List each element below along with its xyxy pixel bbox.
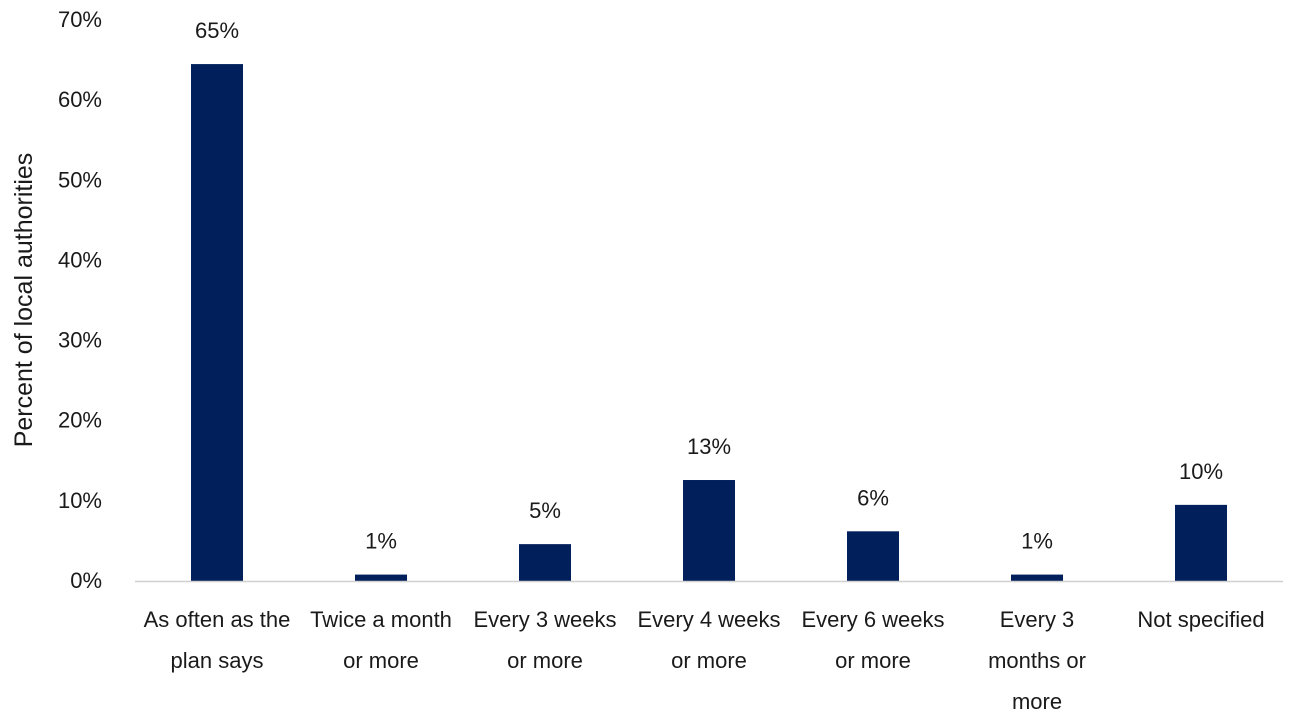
y-tick-label: 20% [58, 408, 102, 433]
y-tick-label: 30% [58, 328, 102, 353]
bar [191, 64, 243, 582]
y-tick-label: 60% [58, 87, 102, 112]
category-label-line: Every 4 weeks [637, 607, 780, 632]
y-axis-ticks: 0% 10% 20% 30% 40% 50% 60% 70% [58, 7, 102, 593]
data-label: 5% [529, 498, 561, 523]
bar [355, 574, 407, 581]
category-label-line: or more [835, 648, 911, 673]
category-label-line: or more [343, 648, 419, 673]
category-label: Twice a month or more [310, 607, 452, 673]
data-label: 13% [687, 434, 731, 459]
y-axis-title: Percent of local authorities [10, 153, 38, 448]
bar [519, 544, 571, 581]
y-tick-label: 0% [70, 568, 102, 593]
bar [1175, 504, 1227, 581]
category-label: Every 4 weeks or more [637, 607, 780, 673]
y-tick-label: 10% [58, 488, 102, 513]
category-label-line: Every 6 weeks [801, 607, 944, 632]
category-label-line: or more [507, 648, 583, 673]
category-label: Every 6 weeks or more [801, 607, 944, 673]
category-label-line: more [1012, 689, 1062, 713]
bars [191, 64, 1227, 582]
y-tick-label: 40% [58, 247, 102, 272]
category-label-line: Not specified [1137, 607, 1264, 632]
data-label: 10% [1179, 459, 1223, 484]
category-label: Not specified [1137, 607, 1264, 632]
category-label: Every 3 weeks or more [473, 607, 616, 673]
y-axis-title-group: Percent of local authorities [10, 153, 38, 448]
data-label: 1% [1021, 529, 1053, 554]
category-label-line: Every 3 [1000, 607, 1075, 632]
data-label: 6% [857, 485, 889, 510]
category-label-line: or more [671, 648, 747, 673]
data-labels: 65% 1% 5% 13% 6% 1% 10% [195, 18, 1223, 554]
category-label-line: plan says [171, 648, 264, 673]
category-labels: As often as the plan says Twice a month or … [144, 607, 1265, 713]
bar [847, 531, 899, 581]
category-label-line: As often as the [144, 607, 291, 632]
y-tick-label: 70% [58, 7, 102, 32]
category-label-line: months or [988, 648, 1086, 673]
category-label: Every 3 months or more [988, 607, 1086, 713]
category-label: As often as the plan says [144, 607, 291, 673]
bar [683, 480, 735, 581]
category-label-line: Every 3 weeks [473, 607, 616, 632]
data-label: 65% [195, 18, 239, 43]
data-label: 1% [365, 529, 397, 554]
bar [1011, 574, 1063, 581]
y-tick-label: 50% [58, 167, 102, 192]
category-label-line: Twice a month [310, 607, 452, 632]
